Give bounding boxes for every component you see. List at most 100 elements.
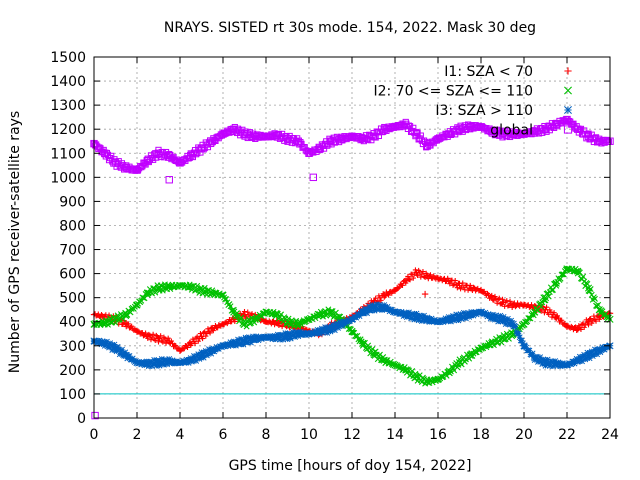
trace-marker — [395, 285, 401, 291]
trace-marker — [407, 277, 413, 283]
trace-marker — [107, 340, 114, 347]
trace-marker — [559, 317, 565, 323]
trace-marker — [593, 318, 599, 324]
trace-marker — [413, 128, 420, 136]
trace-marker — [550, 363, 556, 370]
trace-marker — [121, 352, 128, 359]
trace-marker — [500, 313, 507, 320]
trace-marker — [370, 303, 377, 310]
trace-marker — [512, 323, 519, 330]
trace-marker — [343, 319, 350, 325]
legend-marker — [563, 125, 573, 134]
trace-marker — [284, 336, 291, 343]
trace-marker — [404, 312, 411, 319]
trace-marker — [198, 349, 205, 356]
trace-marker — [529, 350, 536, 357]
trace-marker — [339, 322, 346, 329]
trace-marker — [122, 349, 129, 356]
x-tick-label: 24 — [601, 427, 619, 443]
trace-marker — [460, 309, 467, 316]
legend-label: I3: SZA > 110 — [435, 103, 533, 119]
trace-marker — [423, 318, 430, 325]
y-tick-label: 400 — [59, 315, 86, 331]
trace-marker — [557, 275, 564, 282]
outlier-point — [421, 290, 429, 298]
trace-marker — [406, 309, 412, 316]
trace-marker — [368, 307, 375, 314]
trace-marker — [201, 330, 207, 336]
trace-marker — [316, 330, 323, 337]
trace-marker — [376, 301, 383, 308]
y-tick-label: 0 — [77, 411, 86, 427]
legend-marker — [564, 86, 572, 95]
trace-marker — [412, 314, 419, 321]
trace-marker — [519, 340, 526, 347]
trace-marker — [282, 330, 289, 337]
trace-marker — [515, 330, 522, 337]
trace-marker — [322, 324, 329, 331]
trace-marker — [552, 358, 559, 364]
x-tick-label: 18 — [472, 427, 490, 443]
series-3 — [90, 301, 614, 370]
trace-marker — [129, 355, 136, 362]
trace-marker — [255, 337, 262, 344]
trace-marker — [257, 333, 264, 340]
trace-marker — [450, 312, 457, 319]
trace-marker — [455, 128, 462, 136]
legend: I1: SZA < 70 I2: 70 <= SZA <= 110 I3: SZA … — [373, 64, 573, 139]
trace-marker — [583, 317, 589, 323]
trace-marker — [322, 307, 329, 314]
trace-marker — [570, 358, 577, 365]
trace-marker — [537, 354, 544, 361]
trace-marker — [467, 282, 473, 289]
trace-marker — [497, 312, 504, 319]
trace-marker — [586, 316, 593, 322]
trace-marker — [283, 334, 290, 341]
trace-marker — [410, 275, 416, 281]
trace-marker — [358, 307, 365, 314]
trace-marker — [325, 306, 332, 313]
trace-marker — [489, 292, 495, 299]
trace-marker — [205, 326, 211, 332]
trace-marker — [140, 333, 147, 339]
trace-marker — [598, 347, 605, 354]
trace-marker — [244, 339, 251, 346]
x-tick-label: 16 — [429, 427, 447, 443]
trace-marker — [402, 118, 409, 126]
trace-marker — [190, 336, 196, 342]
trace-marker — [454, 285, 460, 291]
trace-marker — [591, 295, 598, 302]
trace-marker — [581, 351, 588, 358]
trace-marker — [508, 317, 515, 324]
trace-marker — [294, 135, 301, 142]
series-4 — [90, 115, 614, 174]
trace-marker — [250, 333, 257, 340]
trace-marker — [294, 329, 301, 336]
outlier-point — [309, 173, 318, 182]
trace-marker — [446, 315, 453, 322]
trace-marker — [365, 306, 372, 313]
y-tick-label: 100 — [59, 387, 86, 403]
trace-marker — [153, 362, 160, 369]
trace-marker — [116, 351, 123, 358]
trace-marker — [420, 268, 426, 275]
trace-marker — [342, 320, 349, 327]
trace-marker — [111, 341, 118, 348]
trace-marker — [462, 315, 469, 322]
trace-marker — [533, 354, 540, 361]
trace-marker — [103, 338, 110, 345]
trace-marker — [170, 358, 177, 365]
trace-marker — [366, 303, 373, 310]
trace-marker — [419, 315, 426, 322]
trace-marker — [202, 348, 209, 354]
trace-marker — [545, 361, 552, 367]
trace-marker — [145, 335, 151, 341]
trace-marker — [220, 291, 226, 298]
trace-marker — [460, 280, 466, 286]
trace-marker — [490, 342, 497, 349]
trace-marker — [324, 329, 331, 336]
y-tick-label: 200 — [59, 363, 86, 379]
trace-marker — [227, 339, 234, 346]
trace-marker — [222, 296, 229, 303]
chart-title: NRAYS. SISTED rt 30s mode. 154, 2022. Ma… — [164, 20, 536, 36]
